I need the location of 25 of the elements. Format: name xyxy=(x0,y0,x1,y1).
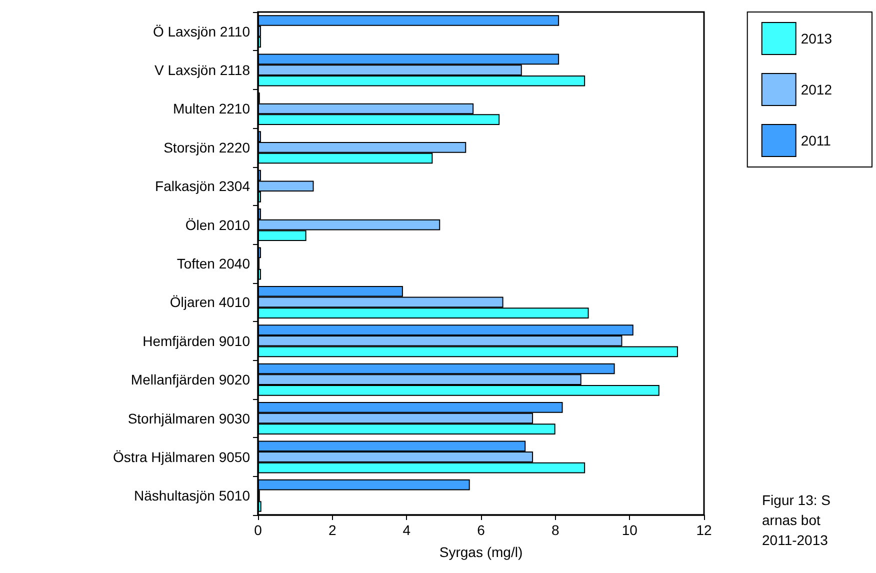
x-tick-label: 0 xyxy=(254,522,262,538)
legend-label: 2013 xyxy=(800,30,832,46)
y-tick-label: Toften 2040 xyxy=(176,256,250,272)
legend-label: 2012 xyxy=(800,82,832,98)
legend-label: 2011 xyxy=(800,132,832,148)
y-tick-label: Ölen 2010 xyxy=(185,216,250,233)
x-tick-label: 4 xyxy=(402,522,411,538)
y-tick-label: Näshultasjön 5010 xyxy=(134,488,250,504)
y-tick-label: Mellanfjärden 9020 xyxy=(130,372,250,388)
y-tick-label: Multen 2210 xyxy=(172,100,250,117)
y-tick-label: Östra Hjälmaren 9050 xyxy=(113,448,250,465)
y-tick-label: Ö Laxsjön 2110 xyxy=(152,23,250,40)
y-tick-label: Falkasjön 2304 xyxy=(155,178,250,194)
x-tick-label: 12 xyxy=(696,522,712,538)
x-axis-title: Syrgas (mg/l) xyxy=(439,544,523,560)
y-tick-label: Storhjälmaren 9030 xyxy=(128,410,250,426)
x-tick-label: 10 xyxy=(622,522,638,538)
y-tick-label: Hemfjärden 9010 xyxy=(142,332,250,349)
y-tick-label: V Laxsjön 2118 xyxy=(154,62,250,78)
x-tick-label: 8 xyxy=(551,522,560,538)
y-tick-label: Storsjön 2220 xyxy=(164,139,250,156)
x-tick-label: 2 xyxy=(328,522,336,538)
x-tick-label: 6 xyxy=(477,522,486,538)
text: Figur 13: S arnas bot 2011-2013 xyxy=(762,492,830,548)
y-tick-label: Öljaren 4010 xyxy=(170,294,250,310)
